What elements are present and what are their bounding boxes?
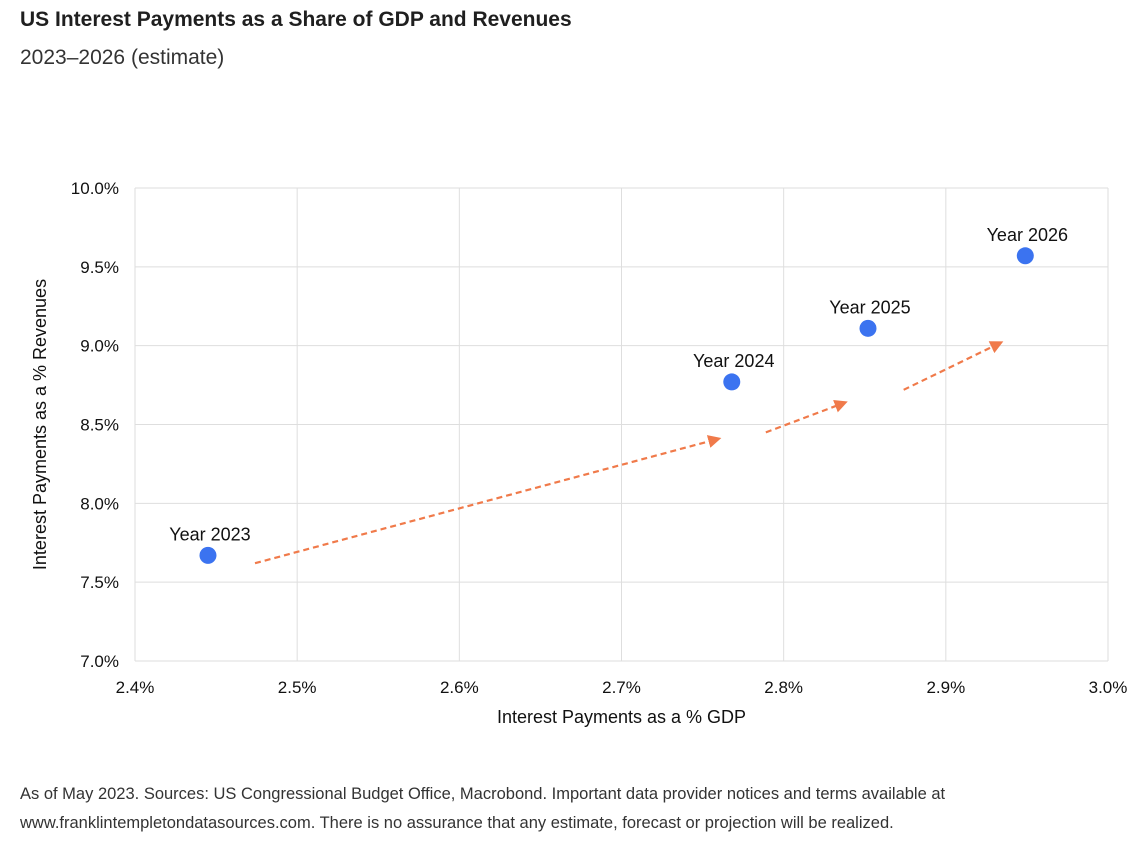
data-points: Year 2023 Year 2024 Year 2025 Year 2026	[169, 225, 1068, 564]
y-tick-label: 7.5%	[80, 573, 119, 592]
grid-layer	[134, 187, 1109, 662]
x-axis-label: Interest Payments as a % GDP	[497, 707, 746, 727]
trend-arrows	[254, 341, 1004, 565]
trend-arrow	[765, 399, 848, 434]
chart-title: US Interest Payments as a Share of GDP a…	[20, 8, 572, 31]
y-axis-label: Interest Payments as a % Revenues	[30, 279, 50, 570]
data-point-label: Year 2023	[169, 524, 250, 544]
tick-labels: 2.4% 2.5% 2.6% 2.7% 2.8% 2.9% 3.0% 7.0% 7.5% 8.0%…	[71, 179, 1128, 697]
y-tick-label: 9.0%	[80, 337, 119, 356]
y-tick-label: 9.5%	[80, 258, 119, 277]
source-footnote: As of May 2023. Sources: US Congressiona…	[20, 780, 1110, 838]
x-tick-label: 2.6%	[440, 678, 479, 697]
data-point-label: Year 2026	[987, 225, 1068, 245]
x-tick-label: 2.5%	[278, 678, 317, 697]
data-point	[859, 319, 877, 337]
data-point	[199, 546, 217, 564]
footnote-line-2: www.franklintempletondatasources.com. Th…	[20, 814, 894, 832]
y-tick-label: 8.5%	[80, 416, 119, 435]
x-tick-label: 2.8%	[764, 678, 803, 697]
x-tick-label: 2.4%	[116, 678, 155, 697]
chart-subtitle: 2023–2026 (estimate)	[20, 46, 225, 69]
data-point-label: Year 2024	[693, 351, 774, 371]
y-tick-label: 10.0%	[71, 179, 119, 198]
data-point-label: Year 2025	[829, 297, 910, 317]
x-tick-label: 2.9%	[926, 678, 965, 697]
y-tick-label: 8.0%	[80, 494, 119, 513]
data-point	[1016, 247, 1034, 265]
scatter-chart: 2.4% 2.5% 2.6% 2.7% 2.8% 2.9% 3.0% 7.0% 7.5% 8.0%…	[30, 179, 1128, 727]
x-tick-label: 3.0%	[1089, 678, 1128, 697]
data-point	[723, 373, 741, 391]
y-tick-label: 7.0%	[80, 652, 119, 671]
footnote-line-1: As of May 2023. Sources: US Congressiona…	[20, 785, 946, 803]
trend-arrow	[903, 341, 1004, 391]
x-tick-label: 2.7%	[602, 678, 641, 697]
trend-arrow	[254, 435, 722, 565]
